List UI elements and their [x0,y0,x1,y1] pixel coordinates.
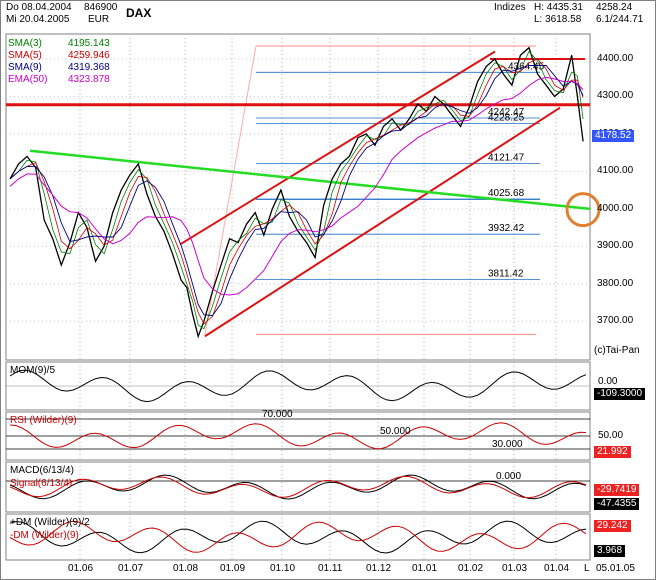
time-tick-10: 01.04 [544,563,570,574]
legend-value: 4195.143 [68,38,110,49]
minus-dm-value-badge: 29.242 [594,520,631,532]
legend-value: 4259.946 [68,50,110,61]
price-tick-1: 4300.00 [597,90,634,102]
change-value: 6.1/244.71 [596,14,644,25]
low-value: L: 3618.58 [534,14,582,25]
plus-dm-label: +DM (Wilder)(9)/2 [10,517,90,528]
level-label-2: 4228.25 [488,112,525,123]
time-tick-0: 01.06 [68,563,94,574]
legend-name: SMA(3) [8,38,42,49]
last-price-badge: 4178.52 [592,130,635,142]
level-label-3: 4121.47 [488,152,525,163]
sma9-series [9,65,584,317]
legend-name: SMA(5) [8,50,42,61]
mom-zero-value: 0.00 [598,376,618,387]
channel-lower [204,106,561,338]
x-end-label: 05.01.05 [596,563,635,574]
price-tick-6: 3800.00 [597,277,634,289]
highlight-circle [565,192,601,228]
time-tick-3: 01.09 [220,563,246,574]
rsi-mid-value: 50.00 [598,430,624,441]
mom-value-badge: -109.3000 [594,388,646,400]
time-tick-1: 01.07 [118,563,144,574]
time-tick-5: 01.11 [318,563,343,574]
price-tick-0: 4400.00 [597,52,634,64]
level-label-1: 4242.47 [488,107,525,118]
level-label-6: 3811.42 [488,269,524,280]
legend-value: 4323.878 [68,74,110,85]
macd-signal-label: Signal(6/13/4) [10,478,73,489]
macd-label: MACD(6/13/4) [10,465,74,476]
currency: EUR [88,14,110,25]
legend-item: SMA(9) 4319.368 [8,62,110,74]
minus-dm-series [9,520,587,553]
price-series [9,46,584,339]
legend-value: 4319.368 [68,62,110,73]
mom-label: MOM(9)/5 [10,365,55,376]
last-value: 4258.24 [596,2,633,13]
time-tick-4: 01.10 [270,563,296,574]
macd-signal-series [9,475,587,499]
price-tick-5: 3900.00 [597,240,634,252]
last-change: 4258.24 6.1/244.71 [596,2,643,32]
high-value: H: 4435.31 [534,2,583,13]
price-tick-4: 4000.00 [597,202,634,214]
panel-frame-0 [5,33,591,361]
level-label-5: 3932.42 [488,223,525,234]
macd-value-badge: -29.7419 [594,484,640,496]
green-trendline [29,149,591,211]
rsi-label: RSI (Wilder)(9) [10,415,77,426]
rsi-level-50: 50.000 [380,426,411,437]
rsi-value-badge: 21.992 [594,446,631,458]
time-tick-8: 01.02 [458,563,484,574]
time-tick-7: 01.01 [412,563,438,574]
price-tick-3: 4100.00 [597,165,634,177]
time-tick-2: 01.08 [173,563,199,574]
rsi-series [9,422,587,450]
signal-value-badge: -47.4355 [594,498,640,510]
security-info: 846900 EUR [84,2,117,32]
panel-frame-3 [5,461,591,513]
minus-dm-label: -DM (Wilder)(9) [10,530,79,541]
x-end-marker: L [584,563,590,574]
group-name: Indizes [494,2,526,13]
price-tick-7: 3700.00 [597,315,634,327]
high-low: H: 4435.31 L: 3618.58 [534,2,583,32]
security-code: 846900 [84,2,118,13]
group-label: Indizes [494,2,526,32]
time-tick-6: 01.12 [366,563,392,574]
panel-frame-4 [5,513,591,561]
rsi-level-30: 30.000 [492,439,523,450]
legend-name: SMA(9) [8,62,42,73]
date-to: Mi 20.04.2005 [6,14,70,25]
level-label-4: 4025.68 [488,188,525,199]
mom-series [9,369,587,403]
legend-name: EMA(50) [8,74,48,85]
legend: SMA(3) 4195.143 SMA(5) 4259.946 SMA(9) 4319.3… [8,38,110,86]
chart-title: DAX [126,6,152,20]
time-tick-9: 01.03 [502,563,528,574]
rsi-level-70: 70.000 [262,409,293,420]
legend-item: SMA(3) 4195.143 [8,38,110,50]
date-from: Do 08.04.2004 [6,2,72,13]
channel-upper [179,50,496,246]
macd-zero-level: 0.000 [496,471,522,482]
plus-dm-value-badge: 3.968 [594,545,626,557]
legend-item: SMA(5) 4259.946 [8,50,110,62]
plus-dm-series [9,520,587,554]
legend-item: EMA(50) 4323.878 [8,74,110,86]
copyright: (c)Tai-Pan [594,345,640,356]
date-range: Do 08.04.2004 Mi 20.04.2005 [6,2,72,32]
ema50-series [9,76,584,296]
sma5-series [9,58,584,325]
